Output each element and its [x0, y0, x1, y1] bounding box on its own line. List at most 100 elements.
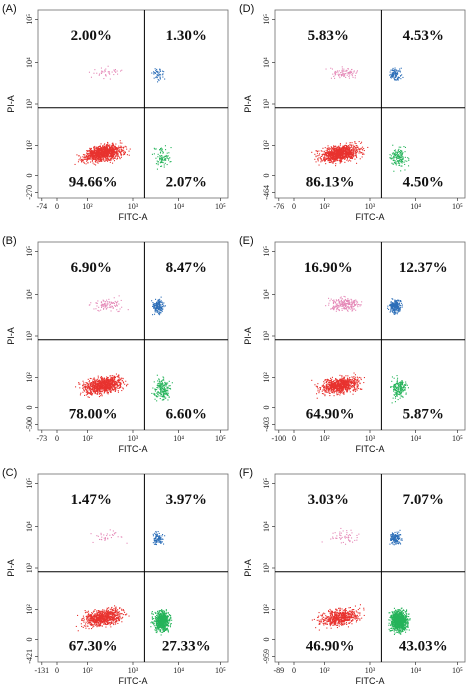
event-dot [165, 390, 167, 392]
event-dot [393, 394, 395, 396]
event-dot [336, 156, 338, 158]
event-dot [110, 147, 112, 149]
event-dot [402, 152, 404, 154]
event-dot [334, 72, 336, 74]
event-dot [401, 158, 403, 160]
event-dot [96, 392, 98, 394]
event-dot [395, 161, 397, 163]
event-dot [161, 399, 163, 401]
event-dot [337, 385, 339, 387]
event-dot [99, 380, 101, 382]
event-dot [108, 151, 110, 153]
event-dot [84, 154, 86, 156]
event-dot [393, 388, 395, 390]
event-dot [88, 386, 90, 388]
event-dot [161, 148, 163, 150]
event-dot [349, 157, 351, 159]
event-dot [351, 156, 353, 158]
event-dot [397, 390, 399, 392]
event-dot [89, 392, 91, 394]
event-dot [118, 379, 120, 381]
event-dot [100, 395, 102, 397]
event-dot [356, 149, 358, 151]
event-dot [156, 301, 158, 303]
event-dot [98, 383, 100, 385]
event-dot [85, 156, 87, 158]
event-dot [113, 153, 115, 155]
event-dot [311, 151, 313, 153]
event-dot [88, 396, 90, 398]
event-dot [110, 155, 112, 157]
event-dot [333, 379, 335, 381]
event-dot [347, 381, 349, 383]
event-dot [96, 383, 98, 385]
event-dot [155, 77, 157, 79]
event-dot [349, 150, 351, 152]
event-dot [153, 392, 155, 394]
event-dot [342, 383, 344, 385]
event-dot [339, 392, 341, 394]
event-dot [337, 156, 339, 158]
event-dot [353, 156, 355, 158]
event-dot [123, 381, 125, 383]
event-dot [330, 155, 332, 157]
event-dot [112, 376, 114, 378]
event-dot [103, 392, 105, 394]
event-dot [159, 159, 161, 161]
event-dot [394, 79, 396, 81]
event-dot [330, 161, 332, 163]
event-dot [350, 383, 352, 385]
event-dot [335, 378, 337, 380]
event-dot [345, 380, 347, 382]
event-dot [349, 382, 351, 384]
event-dot [104, 391, 106, 393]
event-dot [119, 157, 121, 159]
event-dot [390, 76, 392, 78]
event-dot [120, 156, 122, 158]
event-dot [102, 381, 104, 383]
event-dot [334, 158, 336, 160]
event-dot [105, 378, 107, 380]
event-dot [344, 387, 346, 389]
event-dot [330, 160, 332, 162]
event-dot [358, 148, 360, 150]
event-dot [92, 386, 94, 388]
event-dot [401, 160, 403, 162]
event-dot [162, 387, 164, 389]
event-dot [154, 72, 156, 74]
facs-plot-svg: (E)16.90% 12.37%64.90% 5.87%-100 0 10² 10³ 10⁴… [239, 235, 466, 454]
event-dot [315, 156, 317, 158]
event-dot [325, 157, 327, 159]
event-dot [92, 382, 94, 384]
event-dot [113, 382, 115, 384]
event-dot [333, 145, 335, 147]
event-dot [103, 155, 105, 157]
event-dot [340, 153, 342, 155]
event-dot [353, 147, 355, 149]
event-dot [338, 387, 340, 389]
event-dot [340, 384, 342, 386]
event-dot [91, 394, 93, 396]
event-dot [161, 380, 163, 382]
event-dot [86, 385, 88, 387]
event-dot [161, 391, 163, 393]
event-dot [358, 141, 360, 143]
event-dot [400, 156, 402, 158]
event-dot [99, 158, 101, 160]
event-dot [397, 150, 399, 152]
event-dot [113, 74, 115, 76]
event-dot [121, 142, 123, 144]
event-dot [155, 157, 157, 159]
event-dot [334, 160, 336, 162]
event-dot [117, 385, 119, 387]
event-dot [114, 304, 116, 306]
event-dot [117, 156, 119, 158]
event-dot [97, 300, 99, 302]
event-dot [362, 152, 364, 154]
event-dot [159, 78, 161, 80]
event-dot [111, 147, 113, 149]
event-dot [346, 147, 348, 149]
event-dot [114, 384, 116, 386]
event-dot [98, 151, 100, 153]
event-dot [334, 386, 336, 388]
